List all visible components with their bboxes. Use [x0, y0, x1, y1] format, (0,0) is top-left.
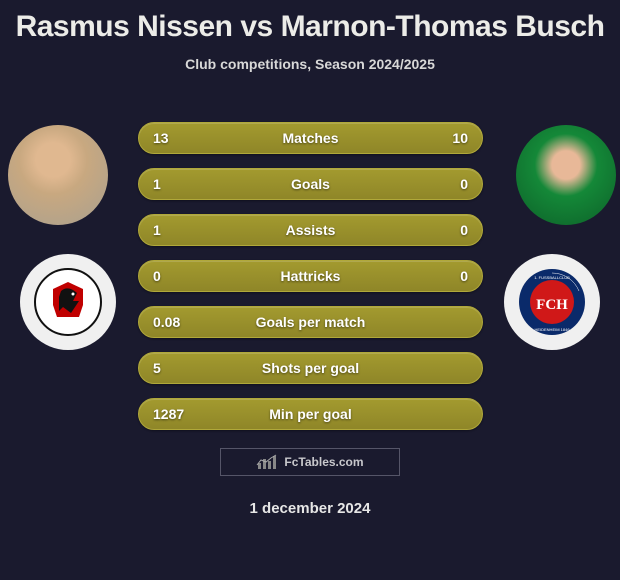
stat-row-hattricks: 0 Hattricks 0	[138, 260, 483, 292]
player1-club-logo	[20, 254, 116, 350]
stat-right-value: 0	[428, 176, 468, 192]
svg-text:FCH: FCH	[536, 297, 568, 313]
stat-row-matches: 13 Matches 10	[138, 122, 483, 154]
stat-left-value: 1	[153, 176, 193, 192]
svg-text:1. FUSSBALLCLUB: 1. FUSSBALLCLUB	[534, 275, 570, 280]
bar-chart-icon	[256, 453, 278, 471]
stat-left-value: 5	[153, 360, 193, 376]
stat-left-value: 1287	[153, 406, 193, 422]
subtitle: Club competitions, Season 2024/2025	[0, 56, 620, 72]
stat-right-value: 10	[428, 130, 468, 146]
stat-left-value: 0	[153, 268, 193, 284]
stat-label: Matches	[282, 130, 338, 146]
stat-left-value: 1	[153, 222, 193, 238]
stat-label: Min per goal	[269, 406, 351, 422]
page-title: Rasmus Nissen vs Marnon-Thomas Busch	[0, 0, 620, 44]
stat-left-value: 0.08	[153, 314, 193, 330]
svg-text:HEIDENHEIM 1846: HEIDENHEIM 1846	[534, 327, 570, 332]
stat-label: Goals	[291, 176, 330, 192]
player2-avatar	[516, 125, 616, 225]
stats-container: 13 Matches 10 1 Goals 0 1 Assists 0 0 Ha…	[138, 122, 483, 444]
stat-label: Assists	[286, 222, 336, 238]
player2-club-logo: FCH 1. FUSSBALLCLUB HEIDENHEIM 1846	[504, 254, 600, 350]
stat-left-value: 13	[153, 130, 193, 146]
stat-row-spg: 5 Shots per goal	[138, 352, 483, 384]
stat-label: Hattricks	[281, 268, 341, 284]
date: 1 december 2024	[250, 500, 371, 517]
watermark: FcTables.com	[220, 448, 400, 476]
vs-separator: vs	[240, 10, 272, 43]
stat-right-value: 0	[428, 222, 468, 238]
fch-circle-icon: FCH 1. FUSSBALLCLUB HEIDENHEIM 1846	[517, 267, 587, 337]
watermark-text: FcTables.com	[284, 455, 363, 469]
player1-avatar	[8, 125, 108, 225]
stat-right-value: 0	[428, 268, 468, 284]
stat-label: Goals per match	[256, 314, 366, 330]
stat-row-mpg: 1287 Min per goal	[138, 398, 483, 430]
stat-row-goals: 1 Goals 0	[138, 168, 483, 200]
stat-label: Shots per goal	[262, 360, 359, 376]
player1-name: Rasmus Nissen	[16, 10, 233, 43]
stat-row-gpm: 0.08 Goals per match	[138, 306, 483, 338]
eintracht-eagle-icon	[33, 267, 103, 337]
stat-row-assists: 1 Assists 0	[138, 214, 483, 246]
player2-name: Marnon-Thomas Busch	[281, 10, 605, 43]
